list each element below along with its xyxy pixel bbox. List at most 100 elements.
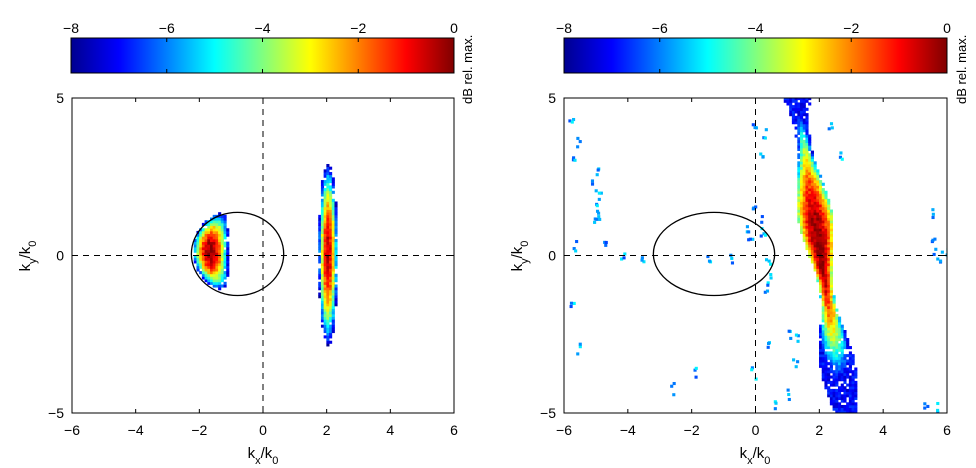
heatmap-cell (810, 252, 814, 256)
heatmap-cell (854, 367, 858, 371)
heatmap-cell (821, 257, 825, 261)
heatmap-cell (318, 214, 322, 218)
heatmap-cell (832, 321, 836, 326)
heatmap-cell (846, 407, 850, 411)
heatmap-cell (320, 225, 325, 229)
heatmap-cell (816, 214, 820, 218)
heatmap-cell (199, 236, 203, 240)
heatmap-cell (800, 147, 804, 152)
heatmap-cell (802, 198, 806, 202)
heatmap-cell (218, 217, 222, 221)
heatmap-cell (694, 375, 698, 379)
heatmap-cell (789, 102, 793, 106)
heatmap-cell (320, 206, 325, 210)
heatmap-cell (800, 137, 804, 141)
heatmap-cell (819, 295, 823, 299)
heatmap-cell (320, 222, 325, 226)
heatmap-cell (821, 375, 825, 379)
heatmap-cell (218, 225, 222, 229)
heatmap-cell (827, 284, 831, 288)
heatmap-cell (797, 126, 801, 130)
heatmap-cell (204, 222, 208, 226)
heatmap-cell (816, 236, 820, 240)
heatmap-cell (843, 343, 847, 347)
heatmap-cell (226, 273, 230, 277)
heatmap-cell (334, 249, 338, 253)
heatmap-cell (835, 348, 839, 352)
heatmap-cell (329, 279, 333, 283)
heatmap-cell (763, 136, 767, 140)
heatmap-cell (223, 217, 227, 221)
heatmap-cell (851, 388, 855, 392)
heatmap-cell (326, 303, 330, 307)
heatmap-cell (320, 185, 325, 189)
heatmap-cell (204, 263, 208, 267)
heatmap-cell (201, 244, 205, 248)
heatmap-cell (819, 193, 823, 197)
heatmap-cell (329, 300, 333, 304)
heatmap-cell (819, 201, 823, 205)
heatmap-cell (797, 102, 801, 106)
heatmap-cell (824, 313, 828, 318)
heatmap-cell (334, 209, 338, 213)
heatmap-cell (215, 271, 219, 275)
heatmap-cell (204, 220, 208, 224)
heatmap-cell (835, 359, 839, 363)
heatmap-cell (326, 324, 330, 328)
heatmap-cell (816, 225, 820, 229)
heatmap-cell (824, 362, 828, 366)
heatmap-cell (819, 356, 823, 360)
heatmap-cell (827, 321, 831, 326)
heatmap-cell (207, 252, 211, 256)
heatmap-cell (212, 276, 216, 280)
heatmap-cell (802, 204, 806, 208)
heatmap-cell (201, 255, 205, 259)
heatmap-cell (846, 404, 850, 409)
heatmap-cell (848, 394, 852, 398)
heatmap-cell (223, 284, 227, 288)
heatmap-cell (800, 153, 804, 157)
heatmap-cell (326, 233, 330, 237)
heatmap-cell (320, 303, 325, 307)
heatmap-cell (813, 217, 817, 221)
heatmap-cell (843, 340, 847, 344)
heatmap-cell (824, 346, 828, 350)
heatmap-cell (199, 230, 203, 235)
heatmap-cell (620, 257, 624, 261)
heatmap-cell (797, 182, 801, 186)
heatmap-cell (805, 177, 809, 181)
heatmap-cell (595, 173, 599, 177)
heatmap-cell (207, 244, 211, 248)
heatmap-cell (802, 163, 806, 168)
heatmap-cell (813, 252, 817, 256)
heatmap-cell (838, 319, 842, 323)
heatmap-cell (802, 102, 806, 106)
heatmap-cell (329, 284, 333, 288)
heatmap-cell (797, 166, 801, 170)
heatmap-cell (821, 362, 825, 366)
heatmap-cell (805, 220, 809, 224)
heatmap-cell (829, 257, 833, 261)
heatmap-cell (838, 155, 842, 159)
heatmap-cell (204, 249, 208, 253)
heatmap-cell (573, 158, 577, 162)
heatmap-cell (326, 311, 330, 315)
heatmap-cell (813, 233, 817, 237)
heatmap-cell (813, 263, 817, 267)
heatmap-cell (598, 217, 602, 221)
heatmap-cell (840, 330, 844, 334)
heatmap-cell (767, 259, 771, 263)
heatmap-cell (821, 367, 825, 371)
heatmap-cell (331, 230, 335, 235)
heatmap-cell (827, 351, 831, 355)
heatmap-cell (218, 249, 222, 253)
heatmap-cell (829, 236, 833, 240)
heatmap-cell (212, 284, 216, 288)
heatmap-cell (334, 257, 338, 261)
heatmap-cell (201, 260, 205, 264)
heatmap-cell (848, 391, 852, 395)
heatmap-cell (854, 402, 858, 406)
heatmap-cell (821, 340, 825, 344)
heatmap-cell (830, 126, 834, 130)
heatmap-cell (827, 335, 831, 339)
